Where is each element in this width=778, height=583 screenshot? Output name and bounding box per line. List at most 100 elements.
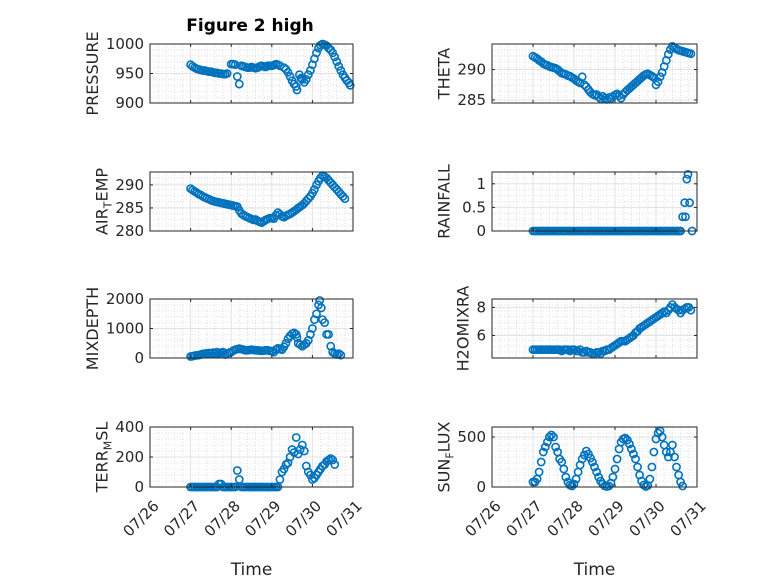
y-tick-label: 290 bbox=[115, 176, 144, 194]
axes-box bbox=[149, 171, 354, 232]
data-point bbox=[320, 318, 329, 327]
x-tick-label: 07/26 bbox=[119, 497, 162, 540]
y-tick-label: 400 bbox=[115, 418, 144, 436]
y-tick-label: 280 bbox=[115, 222, 144, 240]
data-point bbox=[561, 472, 571, 482]
data-point bbox=[291, 82, 301, 91]
x-axis-label: Time bbox=[573, 560, 616, 580]
data-point bbox=[672, 462, 681, 472]
data-point bbox=[316, 303, 326, 313]
data-point bbox=[336, 66, 346, 75]
y-tick-label: 6 bbox=[476, 327, 486, 345]
x-tick-label: 07/30 bbox=[282, 497, 325, 540]
data-point bbox=[540, 442, 550, 452]
data-point bbox=[682, 174, 692, 184]
x-tick-label: 07/28 bbox=[543, 497, 586, 540]
y-tick-label: 290 bbox=[457, 61, 486, 79]
data-point bbox=[661, 447, 671, 457]
figure-title: Figure 2 high bbox=[186, 16, 314, 36]
data-point bbox=[279, 464, 289, 474]
data-series bbox=[186, 39, 355, 95]
data-point bbox=[303, 70, 313, 80]
data-point bbox=[612, 454, 622, 464]
x-tick-label: 07/26 bbox=[461, 497, 504, 540]
data-point bbox=[681, 212, 690, 222]
y-tick-label: 0.5 bbox=[462, 198, 486, 216]
data-point bbox=[332, 57, 342, 67]
x-tick-label: 07/30 bbox=[625, 497, 668, 540]
y-tick-label: 285 bbox=[457, 91, 486, 109]
data-point bbox=[312, 309, 321, 319]
data-point bbox=[549, 432, 558, 442]
y-axis-label: PRESSURE bbox=[83, 31, 102, 115]
y-axis-label: MIXDEPTH bbox=[83, 287, 102, 370]
data-point bbox=[680, 198, 690, 208]
data-point bbox=[545, 432, 554, 442]
data-point bbox=[629, 449, 638, 459]
data-point bbox=[534, 467, 544, 477]
data-point bbox=[625, 439, 634, 449]
data-point bbox=[336, 350, 346, 360]
data-point bbox=[232, 466, 242, 475]
data-point bbox=[596, 94, 605, 104]
axes-box bbox=[491, 43, 698, 104]
minor-grid bbox=[491, 299, 698, 358]
data-point bbox=[559, 464, 569, 474]
y-tick-label: 285 bbox=[115, 199, 144, 217]
y-tick-label: 500 bbox=[457, 428, 486, 446]
data-series bbox=[528, 300, 696, 359]
y-tick-label: 1000 bbox=[106, 35, 144, 53]
data-point bbox=[686, 305, 696, 315]
data-point bbox=[281, 460, 291, 469]
data-point bbox=[610, 464, 620, 474]
y-tick-label: 2000 bbox=[106, 290, 144, 308]
data-point bbox=[299, 446, 309, 456]
data-point bbox=[292, 332, 302, 342]
data-point bbox=[538, 447, 548, 457]
y-tick-label: 0 bbox=[476, 478, 486, 496]
minor-grid bbox=[149, 43, 354, 104]
y-tick-label: 0 bbox=[476, 222, 486, 240]
data-point bbox=[230, 60, 240, 70]
data-series bbox=[528, 426, 687, 491]
y-tick-label: 0 bbox=[134, 349, 144, 367]
minor-grid bbox=[149, 426, 354, 488]
axes-box bbox=[491, 171, 698, 232]
y-tick-label: 950 bbox=[115, 65, 144, 83]
data-point bbox=[309, 185, 319, 194]
data-point bbox=[670, 452, 679, 462]
data-point bbox=[324, 329, 333, 339]
data-series bbox=[528, 42, 696, 104]
data-point bbox=[655, 72, 665, 82]
y-axis-label: THETA bbox=[435, 48, 454, 100]
data-point bbox=[303, 194, 313, 204]
y-tick-label: 1 bbox=[476, 175, 486, 193]
data-point bbox=[649, 447, 659, 457]
data-point bbox=[218, 347, 228, 357]
data-point bbox=[678, 481, 687, 491]
subplot-3: 0 0.5 1 RAINFALL bbox=[435, 164, 698, 240]
data-point bbox=[633, 462, 642, 472]
data-point bbox=[592, 467, 601, 477]
data-point bbox=[232, 72, 242, 81]
x-tick-label: 07/27 bbox=[502, 497, 545, 540]
data-point bbox=[594, 92, 603, 102]
y-tick-label: 0 bbox=[134, 478, 144, 496]
data-point bbox=[631, 454, 640, 464]
y-tick-label: 200 bbox=[115, 448, 144, 466]
data-point bbox=[295, 445, 305, 454]
data-point bbox=[567, 481, 577, 491]
data-point bbox=[316, 173, 325, 183]
data-point bbox=[536, 457, 546, 467]
data-point bbox=[330, 52, 340, 62]
data-point bbox=[345, 80, 355, 90]
data-point bbox=[334, 349, 344, 358]
data-point bbox=[330, 460, 340, 469]
data-point bbox=[547, 430, 556, 440]
